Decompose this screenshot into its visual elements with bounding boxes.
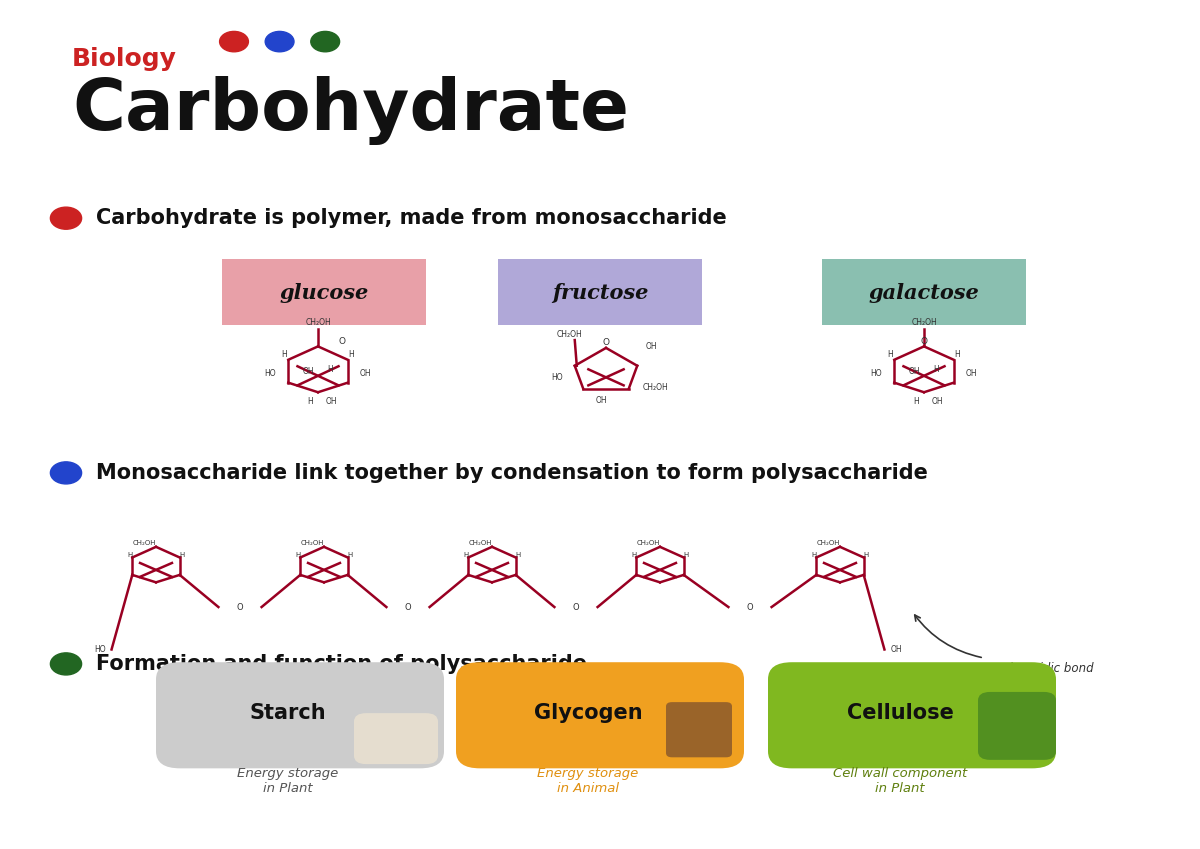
Text: Monosaccharide link together by condensation to form polysaccharide: Monosaccharide link together by condensa…	[96, 463, 928, 483]
Text: HO: HO	[870, 368, 882, 378]
Text: OH: OH	[931, 396, 943, 406]
Circle shape	[50, 462, 82, 484]
Text: H: H	[282, 351, 287, 359]
FancyBboxPatch shape	[222, 259, 426, 325]
Text: OH: OH	[908, 367, 920, 376]
Text: CH₂OH: CH₂OH	[911, 318, 937, 328]
FancyBboxPatch shape	[456, 662, 744, 768]
Text: OH: OH	[966, 368, 978, 378]
Text: Cell wall component
in Plant: Cell wall component in Plant	[833, 767, 967, 795]
Text: fructose: fructose	[552, 283, 648, 303]
Text: H: H	[684, 552, 689, 558]
Text: Energy storage
in Plant: Energy storage in Plant	[238, 767, 338, 795]
Circle shape	[311, 31, 340, 52]
Text: H: H	[631, 552, 636, 558]
FancyBboxPatch shape	[978, 692, 1056, 760]
Text: CH₂OH: CH₂OH	[557, 330, 582, 339]
Text: H: H	[955, 351, 960, 359]
Text: OH: OH	[890, 645, 902, 654]
Text: H: H	[934, 365, 938, 374]
Text: H: H	[463, 552, 468, 558]
Text: H: H	[811, 552, 816, 558]
Text: H: H	[864, 552, 869, 558]
Text: OH: OH	[360, 368, 372, 378]
Text: H: H	[295, 552, 300, 558]
Text: OH: OH	[646, 341, 656, 351]
Text: glycosidic bond: glycosidic bond	[1002, 662, 1093, 675]
FancyBboxPatch shape	[354, 713, 438, 764]
Text: O: O	[602, 338, 610, 347]
Circle shape	[220, 31, 248, 52]
Text: Starch: Starch	[250, 703, 326, 723]
Text: Biology: Biology	[72, 47, 176, 70]
Text: CH₂OH: CH₂OH	[636, 540, 660, 546]
Text: O: O	[404, 603, 412, 611]
Text: CH₂OH: CH₂OH	[300, 540, 324, 546]
Text: OH: OH	[595, 396, 607, 405]
Text: O: O	[746, 603, 754, 611]
Text: O: O	[920, 336, 928, 346]
Text: HO: HO	[264, 368, 276, 378]
Text: Cellulose: Cellulose	[846, 703, 954, 723]
Text: Carbohydrate is polymer, made from monosaccharide: Carbohydrate is polymer, made from monos…	[96, 208, 727, 228]
Text: O: O	[572, 603, 580, 611]
Text: Formation and function of polysaccharide: Formation and function of polysaccharide	[96, 654, 587, 674]
Text: H: H	[127, 552, 132, 558]
FancyBboxPatch shape	[498, 259, 702, 325]
Text: H: H	[888, 351, 893, 359]
Text: CH₂OH: CH₂OH	[468, 540, 492, 546]
Text: glucose: glucose	[280, 283, 368, 303]
Text: H: H	[913, 396, 919, 406]
Text: H: H	[180, 552, 185, 558]
Text: Carbohydrate: Carbohydrate	[72, 76, 629, 145]
Text: CH₂OH: CH₂OH	[642, 383, 668, 392]
Text: galactose: galactose	[869, 283, 979, 303]
Circle shape	[50, 653, 82, 675]
Text: H: H	[349, 351, 354, 359]
Text: O: O	[338, 336, 346, 346]
Circle shape	[265, 31, 294, 52]
FancyBboxPatch shape	[666, 702, 732, 757]
FancyBboxPatch shape	[156, 662, 444, 768]
Text: O: O	[236, 603, 244, 611]
Text: Energy storage
in Animal: Energy storage in Animal	[538, 767, 638, 795]
Text: H: H	[516, 552, 521, 558]
Text: OH: OH	[302, 367, 314, 376]
Text: H: H	[348, 552, 353, 558]
Text: CH₂OH: CH₂OH	[305, 318, 331, 328]
Text: OH: OH	[325, 396, 337, 406]
FancyBboxPatch shape	[822, 259, 1026, 325]
FancyBboxPatch shape	[768, 662, 1056, 768]
Text: HO: HO	[552, 373, 563, 382]
Text: Glycogen: Glycogen	[534, 703, 642, 723]
Text: HO: HO	[94, 645, 106, 654]
Text: CH₂OH: CH₂OH	[132, 540, 156, 546]
Text: H: H	[307, 396, 313, 406]
Text: CH₂OH: CH₂OH	[816, 540, 840, 546]
Text: H: H	[328, 365, 332, 374]
Circle shape	[50, 207, 82, 229]
